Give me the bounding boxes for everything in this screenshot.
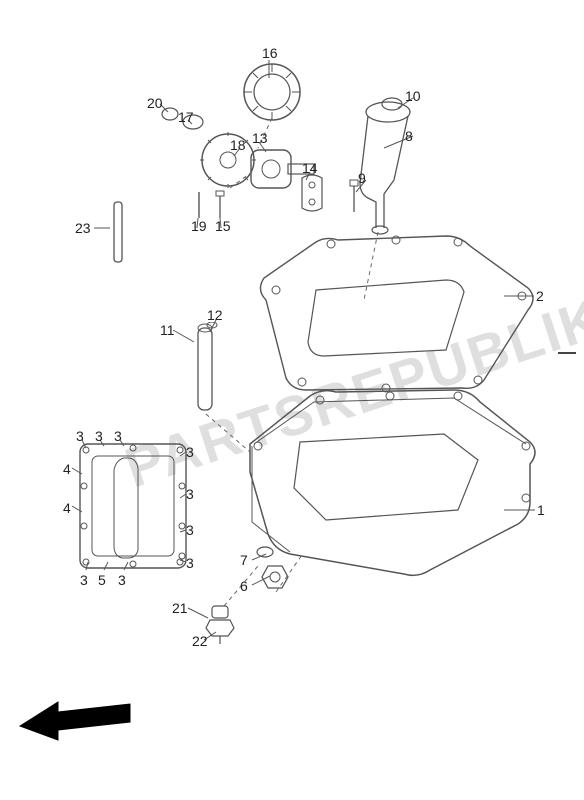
callout-10: 10 [405,88,421,104]
callout-19: 19 [191,218,207,234]
callout-7: 7 [240,552,248,568]
leader-lines [0,0,584,800]
callout-20: 20 [147,95,163,111]
callout-4: 4 [63,461,71,477]
callout-15: 15 [215,218,231,234]
callout-4: 4 [63,500,71,516]
callout-21: 21 [172,600,188,616]
callout-3: 3 [76,428,84,444]
callout-11: 11 [160,322,175,338]
callout-13: 13 [252,130,268,146]
callout-3: 3 [186,522,194,538]
callout-1: 1 [537,502,545,518]
callout-2: 2 [536,288,544,304]
callout-3: 3 [186,444,194,460]
callout-6: 6 [240,578,248,594]
callout-23: 23 [75,220,91,236]
callout-14: 14 [302,160,318,176]
callout-22: 22 [192,633,208,649]
callout-18: 18 [230,137,246,153]
callout-17: 17 [178,109,194,125]
callout-3: 3 [186,486,194,502]
callout-16: 16 [262,45,278,61]
callout-3: 3 [95,428,103,444]
callout-3: 3 [186,555,194,571]
callout-3: 3 [114,428,122,444]
callout-3: 3 [118,572,126,588]
callout-8: 8 [405,128,413,144]
callout-12: 12 [207,307,223,323]
diagram-canvas: PARTSREPUBLIK [0,0,584,800]
callout-5: 5 [98,572,106,588]
callout-3: 3 [80,572,88,588]
callout-9: 9 [358,170,366,186]
